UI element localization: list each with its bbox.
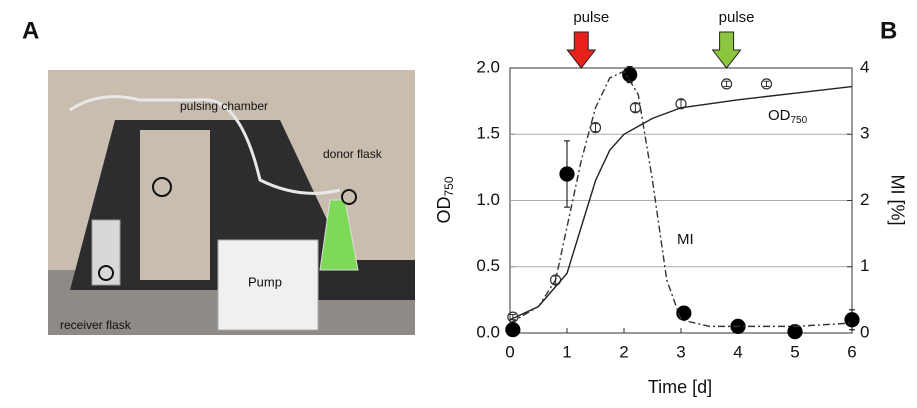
pulse-label: pulse xyxy=(719,9,755,26)
error-bar xyxy=(632,104,638,112)
error-bar xyxy=(593,124,599,132)
pulse-arrow xyxy=(567,32,595,68)
pulse-arrow xyxy=(713,32,741,68)
y-axis-label-sub: 750 xyxy=(442,176,456,196)
y-axis-label-main: OD xyxy=(434,197,454,224)
panel-label: B xyxy=(880,17,897,44)
photo-label: donor flask xyxy=(323,147,383,161)
y-tick-label: 0.5 xyxy=(476,256,500,275)
photo-label: receiver flask xyxy=(60,318,132,332)
x-tick-label: 0 xyxy=(505,342,514,361)
data-point xyxy=(845,313,859,327)
chart: Time [d] OD750 MI [%] MI OD750 0.00.51.0… xyxy=(434,9,908,397)
x-tick-label: 5 xyxy=(790,342,799,361)
curve xyxy=(510,71,852,326)
data-point xyxy=(506,323,520,337)
y2-tick-label: 4 xyxy=(860,57,869,76)
y-tick-label: 0.0 xyxy=(476,322,500,341)
y-tick-label: 1.5 xyxy=(476,124,500,143)
y2-tick-label: 0 xyxy=(860,322,869,341)
curve-label-main: OD xyxy=(768,107,791,124)
data-point xyxy=(560,167,574,181)
y2-axis-label: MI [%] xyxy=(887,174,907,225)
x-axis-label: Time [d] xyxy=(648,377,712,397)
x-tick-label: 3 xyxy=(676,342,685,361)
error-bar xyxy=(678,100,684,108)
error-bar xyxy=(764,81,770,86)
x-tick-label: 1 xyxy=(562,342,571,361)
receiver-flask xyxy=(92,220,120,285)
y-axis-label: OD750 xyxy=(434,176,456,223)
y-tick-label: 1.0 xyxy=(476,190,500,209)
photo-label: pulsing chamber xyxy=(180,99,268,113)
curve-label: MI xyxy=(677,231,694,248)
figure: A B pulsing chamber donor flask receiver… xyxy=(0,0,917,403)
y-tick-label: 2.0 xyxy=(476,57,500,76)
curve-label-sub: 750 xyxy=(791,115,808,126)
y2-tick-label: 1 xyxy=(860,256,869,275)
y2-tick-label: 2 xyxy=(860,190,869,209)
y2-tick-label: 3 xyxy=(860,124,869,143)
panel-label: A xyxy=(22,17,39,44)
curve-label: OD750 xyxy=(768,107,808,126)
error-bar xyxy=(724,81,730,86)
x-tick-label: 6 xyxy=(847,342,856,361)
x-tick-label: 4 xyxy=(733,342,742,361)
stand-window xyxy=(140,130,210,280)
pulse-label: pulse xyxy=(573,9,609,26)
photo: pulsing chamber donor flask receiver fla… xyxy=(48,70,415,335)
photo-label: Pump xyxy=(248,274,282,289)
x-tick-label: 2 xyxy=(619,342,628,361)
